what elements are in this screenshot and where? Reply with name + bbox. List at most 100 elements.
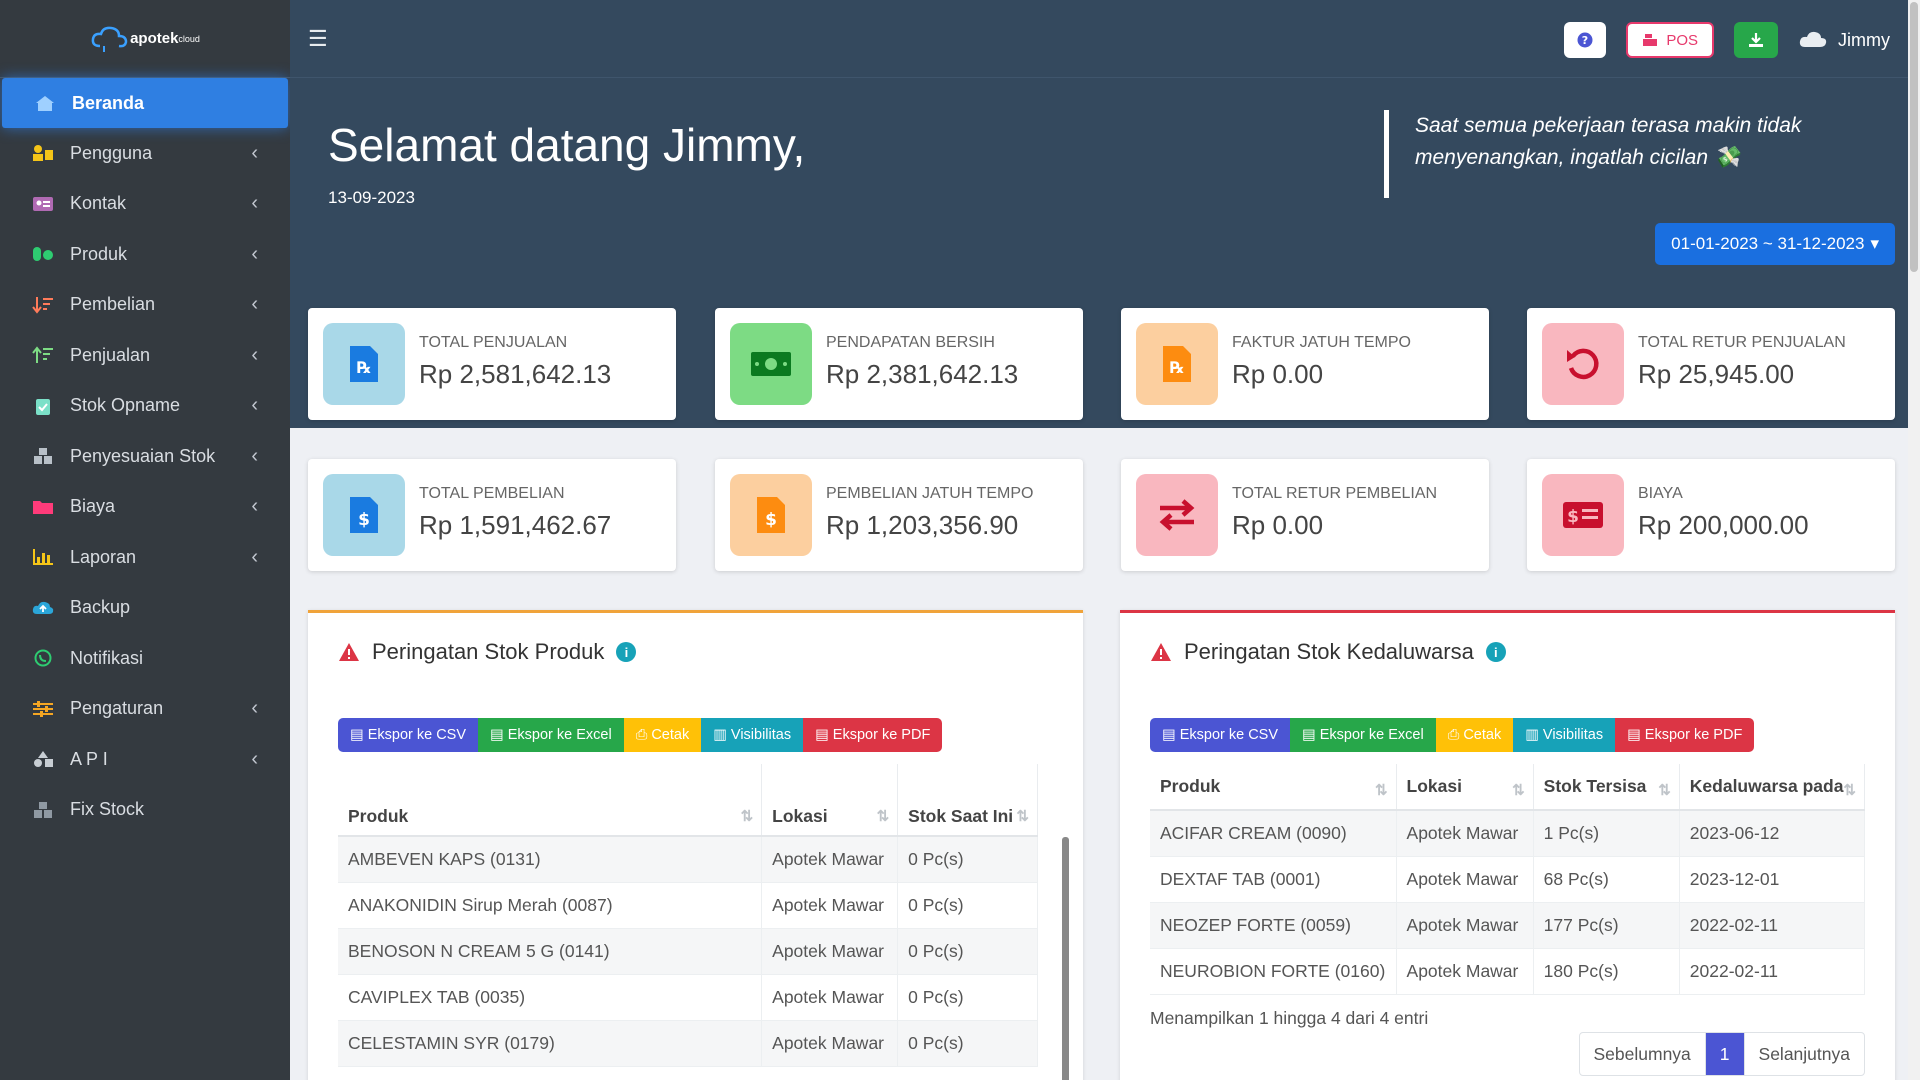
sort-icon[interactable]: ⇅ xyxy=(740,808,754,825)
table-cell: 2022-02-11 xyxy=(1679,948,1866,995)
sort-icon[interactable]: ⇅ xyxy=(1843,782,1856,799)
stat-card-pembelian-jatuh-tempo[interactable]: $ PEMBELIAN JATUH TEMPO Rp 1,203,356.90 xyxy=(715,459,1083,571)
pos-button[interactable]: POS xyxy=(1626,22,1714,58)
stat-title: TOTAL PEMBELIAN xyxy=(419,485,565,502)
help-button[interactable]: ? xyxy=(1564,22,1607,58)
page-scrollbar[interactable] xyxy=(1908,0,1920,1080)
column-header[interactable]: Stok Tersisa ⇅ xyxy=(1533,764,1680,811)
stock-warning-panel: Peringatan Stok Produk i ▤ Ekspor ke CSV … xyxy=(308,610,1083,1080)
sidebar-item-biaya[interactable]: Biaya ‹ xyxy=(0,482,290,533)
stat-card-pendapatan-bersih[interactable]: PENDAPATAN BERSIH Rp 2,381,642.13 xyxy=(715,308,1083,420)
sidebar-item-notifikasi[interactable]: Notifikasi xyxy=(0,633,290,684)
export-excel-button[interactable]: ▤ Ekspor ke Excel xyxy=(478,718,624,752)
brand[interactable]: apotek cloud xyxy=(0,0,290,78)
table-row[interactable]: DEXTAF TAB (0001) Apotek Mawar 68 Pc(s) 202… xyxy=(1150,856,1866,903)
brand-logo[interactable]: apotek cloud xyxy=(90,24,200,54)
stat-card-biaya[interactable]: $ BIAYA Rp 200,000.00 xyxy=(1527,459,1895,571)
sidebar-nav: Beranda Pengguna ‹ Kontak ‹ Produk ‹ Pembelian ‹… xyxy=(0,78,290,835)
visibility-label: Visibilitas xyxy=(1542,727,1604,743)
info-circle-icon[interactable]: i xyxy=(1485,642,1506,662)
table-cell: Apotek Mawar xyxy=(1396,902,1534,949)
sidebar-item-fix-stock[interactable]: Fix Stock xyxy=(0,785,290,836)
sidebar-item-a-p-i[interactable]: A P I ‹ xyxy=(0,734,290,785)
column-header[interactable]: Lokasi ⇅ xyxy=(1396,764,1534,811)
stat-card-total-pembelian[interactable]: $ TOTAL PEMBELIAN Rp 1,591,462.67 xyxy=(308,459,676,571)
next-page-button[interactable]: Selanjutnya xyxy=(1758,1043,1850,1064)
table-cell: AMBEVEN KAPS (0131) xyxy=(338,836,763,883)
print-label: Cetak xyxy=(651,727,690,743)
stat-value: Rp 1,203,356.90 xyxy=(826,510,1019,540)
sort-icon[interactable]: ⇅ xyxy=(1374,782,1388,799)
sidebar-item-kontak[interactable]: Kontak ‹ xyxy=(0,179,290,230)
download-icon xyxy=(1749,33,1763,47)
stat-title: FAKTUR JATUH TEMPO xyxy=(1232,334,1411,351)
column-header[interactable]: Produk ⇅ xyxy=(1150,764,1397,811)
export-pdf-label: Ekspor ke PDF xyxy=(832,727,931,743)
export-pdf-button[interactable]: ▤ Ekspor ke PDF xyxy=(1615,718,1755,752)
sidebar-item-pembelian[interactable]: Pembelian ‹ xyxy=(0,280,290,331)
table-cell: 180 Pc(s) xyxy=(1533,948,1680,995)
stat-card-faktur-jatuh-tempo[interactable]: ℞ FAKTUR JATUH TEMPO Rp 0.00 xyxy=(1121,308,1489,420)
file-excel-icon: ▤ xyxy=(490,727,504,743)
stat-value: Rp 25,945.00 xyxy=(1638,359,1795,389)
export-excel-button[interactable]: ▤ Ekspor ke Excel xyxy=(1290,718,1436,752)
sidebar-item-penjualan[interactable]: Penjualan ‹ xyxy=(0,330,290,381)
table-row[interactable]: NEUROBION FORTE (0160) Apotek Mawar 180 Pc… xyxy=(1150,948,1866,995)
export-csv-button[interactable]: ▤ Ekspor ke CSV xyxy=(1150,718,1291,752)
column-header[interactable]: Stok Saat Ini ⇅ xyxy=(897,764,1038,837)
export-pdf-label: Ekspor ke PDF xyxy=(1644,727,1743,743)
stat-title: TOTAL RETUR PENJUALAN xyxy=(1638,334,1846,351)
sidebar-item-laporan[interactable]: Laporan ‹ xyxy=(0,532,290,583)
download-button[interactable] xyxy=(1734,22,1778,58)
print-button[interactable]: ⎙ Cetak xyxy=(623,718,702,752)
expiry-warning-panel: Peringatan Stok Kedaluwarsa i ▤ Ekspor ke… xyxy=(1120,610,1895,1080)
sort-icon[interactable]: ⇅ xyxy=(876,808,890,825)
contact-card-icon xyxy=(30,193,56,215)
sidebar-item-pengaturan[interactable]: Pengaturan ‹ xyxy=(0,684,290,735)
visibility-button[interactable]: ▥ Visibilitas xyxy=(1513,718,1616,752)
cloud-logo-icon xyxy=(91,26,128,52)
user-menu[interactable]: Jimmy xyxy=(1798,29,1890,51)
sidebar-item-beranda[interactable]: Beranda xyxy=(2,78,288,128)
table-row[interactable]: ACIFAR CREAM (0090) Apotek Mawar 1 Pc(s) 20… xyxy=(1150,810,1866,857)
table-row[interactable]: CAVIPLEX TAB (0035) Apotek Mawar 0 Pc(s) xyxy=(338,974,1038,1021)
sidebar-item-pengguna[interactable]: Pengguna ‹ xyxy=(0,128,290,179)
column-header[interactable]: Lokasi ⇅ xyxy=(761,764,899,837)
export-pdf-button[interactable]: ▤ Ekspor ke PDF xyxy=(803,718,943,752)
prev-page-button[interactable]: Sebelumnya xyxy=(1580,1033,1706,1075)
sort-icon[interactable]: ⇅ xyxy=(1658,782,1671,799)
motivation-quote: Saat semua pekerjaan terasa makin tidak … xyxy=(1384,110,1834,198)
sidebar-item-label: Stok Opname xyxy=(70,395,181,416)
stock-table-scrollbar[interactable] xyxy=(1062,837,1069,1080)
export-csv-button[interactable]: ▤ Ekspor ke CSV xyxy=(338,718,479,752)
menu-toggle-icon[interactable]: ☰ xyxy=(308,26,328,51)
expiry-export-bar: ▤ Ekspor ke CSV ▤ Ekspor ke Excel ⎙ Cetak ▥… xyxy=(1150,718,1755,752)
page-1-button[interactable]: 1 xyxy=(1705,1033,1745,1075)
page-scrollbar-thumb[interactable] xyxy=(1910,2,1918,272)
sidebar-item-label: Biaya xyxy=(70,496,116,517)
table-row[interactable]: NEOZEP FORTE (0059) Apotek Mawar 177 Pc(s)… xyxy=(1150,902,1866,949)
column-header[interactable]: Kedaluwarsa pada ⇅ xyxy=(1679,764,1866,811)
stat-card-total-penjualan[interactable]: ℞ TOTAL PENJUALAN Rp 2,581,642.13 xyxy=(308,308,676,420)
table-row[interactable]: CELESTAMIN SYR (0179) Apotek Mawar 0 Pc(s) xyxy=(338,1020,1038,1067)
visibility-button[interactable]: ▥ Visibilitas xyxy=(701,718,804,752)
sidebar-item-stok-opname[interactable]: Stok Opname ‹ xyxy=(0,381,290,432)
sort-icon[interactable]: ⇅ xyxy=(1512,782,1525,799)
sidebar-item-penyesuaian-stok[interactable]: Penyesuaian Stok ‹ xyxy=(0,431,290,482)
sidebar-item-backup[interactable]: Backup xyxy=(0,583,290,634)
welcome-hero: Selamat datang Jimmy, 13-09-2023 Saat se… xyxy=(290,78,1920,428)
stat-card-total-retur-pembelian[interactable]: TOTAL RETUR PEMBELIAN Rp 0.00 xyxy=(1121,459,1489,571)
date-range-picker[interactable]: 01-01-2023 ~ 31-12-2023 ▾ xyxy=(1655,223,1895,265)
info-circle-icon[interactable]: i xyxy=(616,642,637,662)
column-header[interactable]: Produk ⇅ xyxy=(338,764,763,837)
pills-icon xyxy=(30,243,56,265)
table-row[interactable]: ANAKONIDIN Sirup Merah (0087) Apotek Mawa… xyxy=(338,882,1038,929)
table-row[interactable]: AMBEVEN KAPS (0131) Apotek Mawar 0 Pc(s) xyxy=(338,836,1038,883)
sidebar-item-produk[interactable]: Produk ‹ xyxy=(0,229,290,280)
table-row[interactable]: BENOSON N CREAM 5 G (0141) Apotek Mawar 0 … xyxy=(338,928,1038,975)
sort-icon[interactable]: ⇅ xyxy=(1016,808,1029,825)
sidebar-item-label: Kontak xyxy=(70,193,127,214)
stat-card-total-retur-penjualan[interactable]: TOTAL RETUR PENJUALAN Rp 25,945.00 xyxy=(1527,308,1895,420)
clipboard-check-icon xyxy=(30,395,56,417)
print-button[interactable]: ⎙ Cetak xyxy=(1435,718,1514,752)
